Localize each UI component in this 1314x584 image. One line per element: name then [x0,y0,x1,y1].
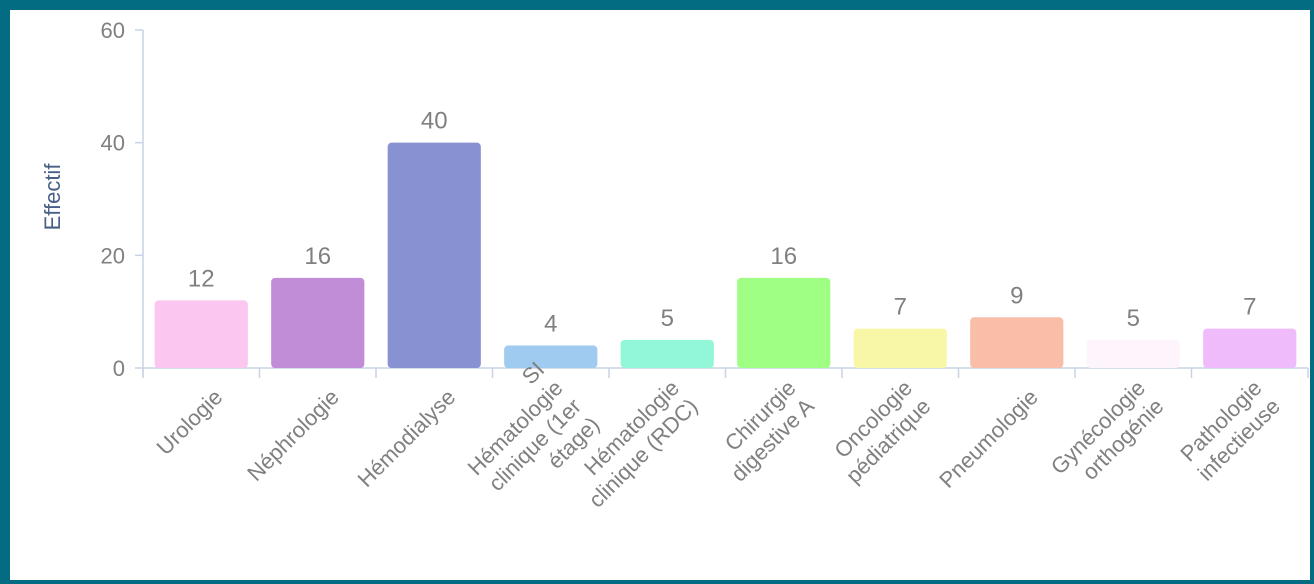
bar [620,339,714,368]
value-label: 4 [544,310,557,337]
bar [970,317,1064,368]
bar [271,277,365,368]
value-label: 9 [1010,282,1023,309]
value-label: 16 [770,243,797,270]
value-label: 16 [304,243,331,270]
bar [1086,339,1180,368]
bar [1203,328,1297,368]
y-axis: 0 20 40 60 [101,18,144,381]
value-labels: 12 16 40 4 5 16 7 9 5 7 [188,108,1257,338]
bars [154,142,1297,368]
y-axis-label: Effectif [40,163,65,231]
x-tick-label-line: Néphrologie [242,384,344,486]
x-tick-label: Néphrologie [242,384,344,486]
y-tick-label: 20 [101,243,125,268]
x-tick-label: Urologie [152,384,228,460]
bar [504,345,598,368]
bar [387,142,481,368]
value-label: 12 [188,265,215,292]
bar [737,277,831,368]
value-label: 5 [1127,305,1140,332]
x-tick-label-line: Hémodialyse [353,384,461,492]
value-label: 7 [1243,294,1256,321]
value-label: 7 [894,294,907,321]
value-label: 40 [421,108,448,135]
value-label: 5 [661,305,674,332]
x-tick-labels: Urologie Néphrologie HémodialyseSIHématolo… [152,357,1285,513]
y-tick-label: 40 [101,131,125,156]
y-tick-label: 60 [101,18,125,43]
bar [853,328,947,368]
x-tick-label-line: Pneumologie [934,384,1042,492]
x-tick-label-line: Urologie [152,384,228,460]
bar [154,300,248,368]
y-tick-label: 0 [113,356,125,381]
x-tick-label: Hémodialyse [353,384,461,492]
x-tick-label: Pneumologie [934,384,1042,492]
